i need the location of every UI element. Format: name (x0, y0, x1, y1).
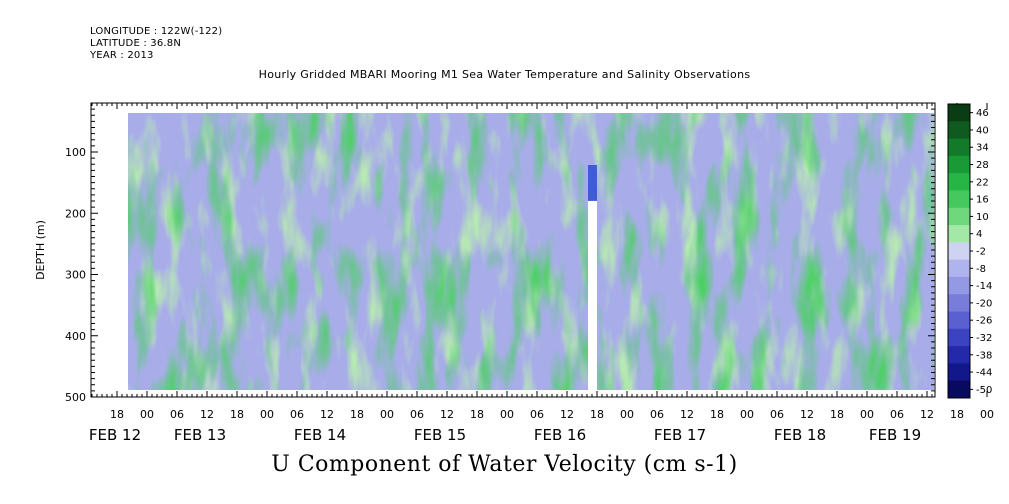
x-hour-label: 00 (860, 408, 874, 421)
x-axis-labels: 18 00 06 12 18 00 06 12 18 00 06 12 18 00 06 12 18 00 06 12… (89, 408, 994, 444)
colorbar-label: -8 (976, 264, 986, 275)
colorbar-label: 16 (976, 195, 989, 206)
x-hour-label: 12 (920, 408, 934, 421)
colorbar-swatch (948, 328, 970, 347)
colorbar: 46 40 34 28 22 16 10 4 -2 -8 -14 -20 -26 -32 -38 -44 -50 (947, 103, 992, 399)
x-hour-label: 18 (350, 408, 364, 421)
x-hour-label: 06 (290, 408, 304, 421)
x-day-label: FEB 15 (414, 426, 466, 444)
x-hour-label: 00 (980, 408, 994, 421)
colorbar-swatch (948, 346, 970, 364)
x-day-label: FEB 16 (534, 426, 586, 444)
colorbar-swatch (948, 138, 970, 157)
x-hour-label: 18 (590, 408, 604, 421)
x-day-label: FEB 18 (774, 426, 826, 444)
x-hour-label: 00 (620, 408, 634, 421)
y-tick-label: 400 (65, 330, 86, 343)
heatmap-field (128, 113, 934, 390)
axis-ticks (91, 103, 988, 398)
y-tick-label: 200 (65, 207, 86, 220)
colorbar-swatch (948, 173, 970, 191)
x-hour-label: 18 (470, 408, 484, 421)
colorbar-label: -38 (976, 350, 992, 361)
x-hour-label: 00 (380, 408, 394, 421)
colorbar-label: 28 (976, 160, 989, 171)
x-day-label: FEB 14 (294, 426, 346, 444)
colorbar-label: 40 (976, 125, 989, 136)
colorbar-swatch (948, 104, 970, 122)
colorbar-label: 46 (976, 108, 989, 119)
x-hour-label: 00 (500, 408, 514, 421)
x-day-label: FEB 17 (654, 426, 706, 444)
colorbar-swatch (948, 242, 970, 261)
x-day-label: FEB 12 (89, 426, 141, 444)
x-hour-label: 12 (680, 408, 694, 421)
y-axis-title: DEPTH (m) (34, 220, 47, 280)
x-day-label: FEB 13 (174, 426, 226, 444)
colorbar-label: -26 (976, 316, 992, 327)
colorbar-label: 22 (976, 177, 989, 188)
colorbar-label: -44 (976, 368, 992, 379)
colorbar-label: 10 (976, 212, 989, 223)
year-label: YEAR : 2013 (90, 50, 154, 61)
x-hour-label: 06 (170, 408, 184, 421)
y-tick-label: 100 (65, 146, 86, 159)
x-hour-label: 06 (650, 408, 664, 421)
colorbar-swatch (948, 259, 970, 278)
x-hour-label: 06 (530, 408, 544, 421)
colorbar-swatch (948, 311, 970, 330)
x-hour-label: 12 (200, 408, 214, 421)
x-hour-label: 00 (260, 408, 274, 421)
y-tick-label: 500 (65, 391, 86, 404)
colorbar-label: -20 (976, 298, 992, 309)
colorbar-swatch (948, 121, 970, 140)
x-hour-label: 18 (830, 408, 844, 421)
x-hour-label: 12 (800, 408, 814, 421)
colorbar-swatch (948, 207, 970, 226)
colorbar-swatch (948, 363, 970, 382)
x-hour-label: 12 (440, 408, 454, 421)
x-day-label: FEB 19 (869, 426, 921, 444)
x-hour-label: 00 (140, 408, 154, 421)
colorbar-label: -14 (976, 281, 992, 292)
x-hour-label: 06 (890, 408, 904, 421)
chart-title: Hourly Gridded MBARI Mooring M1 Sea Wate… (258, 68, 751, 81)
x-hour-label: 12 (560, 408, 574, 421)
colorbar-label: -50 (976, 385, 992, 396)
colorbar-swatch (948, 276, 970, 295)
colorbar-swatch (948, 294, 970, 313)
colorbar-label: 4 (976, 229, 982, 240)
x-hour-label: 18 (230, 408, 244, 421)
longitude-label: LONGITUDE : 122W(-122) (90, 26, 223, 37)
y-axis-labels: 100 200 300 400 500 (65, 146, 86, 404)
chart-variable-title: U Component of Water Velocity (cm s-1) (271, 452, 738, 477)
latitude-label: LATITUDE : 36.8N (90, 38, 182, 49)
x-hour-label: 18 (110, 408, 124, 421)
colorbar-swatch (948, 380, 970, 399)
colorbar-swatch (948, 155, 970, 174)
x-hour-label: 06 (410, 408, 424, 421)
data-gap (588, 200, 597, 390)
x-hour-label: 18 (710, 408, 724, 421)
colorbar-swatch (948, 190, 970, 209)
x-hour-label: 18 (950, 408, 964, 421)
data-gap-top (588, 165, 597, 201)
colorbar-swatch (948, 225, 970, 243)
colorbar-label: 34 (976, 143, 989, 154)
colorbar-label: -32 (976, 333, 992, 344)
x-hour-label: 06 (770, 408, 784, 421)
colorbar-label: -2 (976, 247, 986, 258)
x-hour-label: 00 (740, 408, 754, 421)
x-hour-label: 12 (320, 408, 334, 421)
y-tick-label: 300 (65, 269, 86, 282)
